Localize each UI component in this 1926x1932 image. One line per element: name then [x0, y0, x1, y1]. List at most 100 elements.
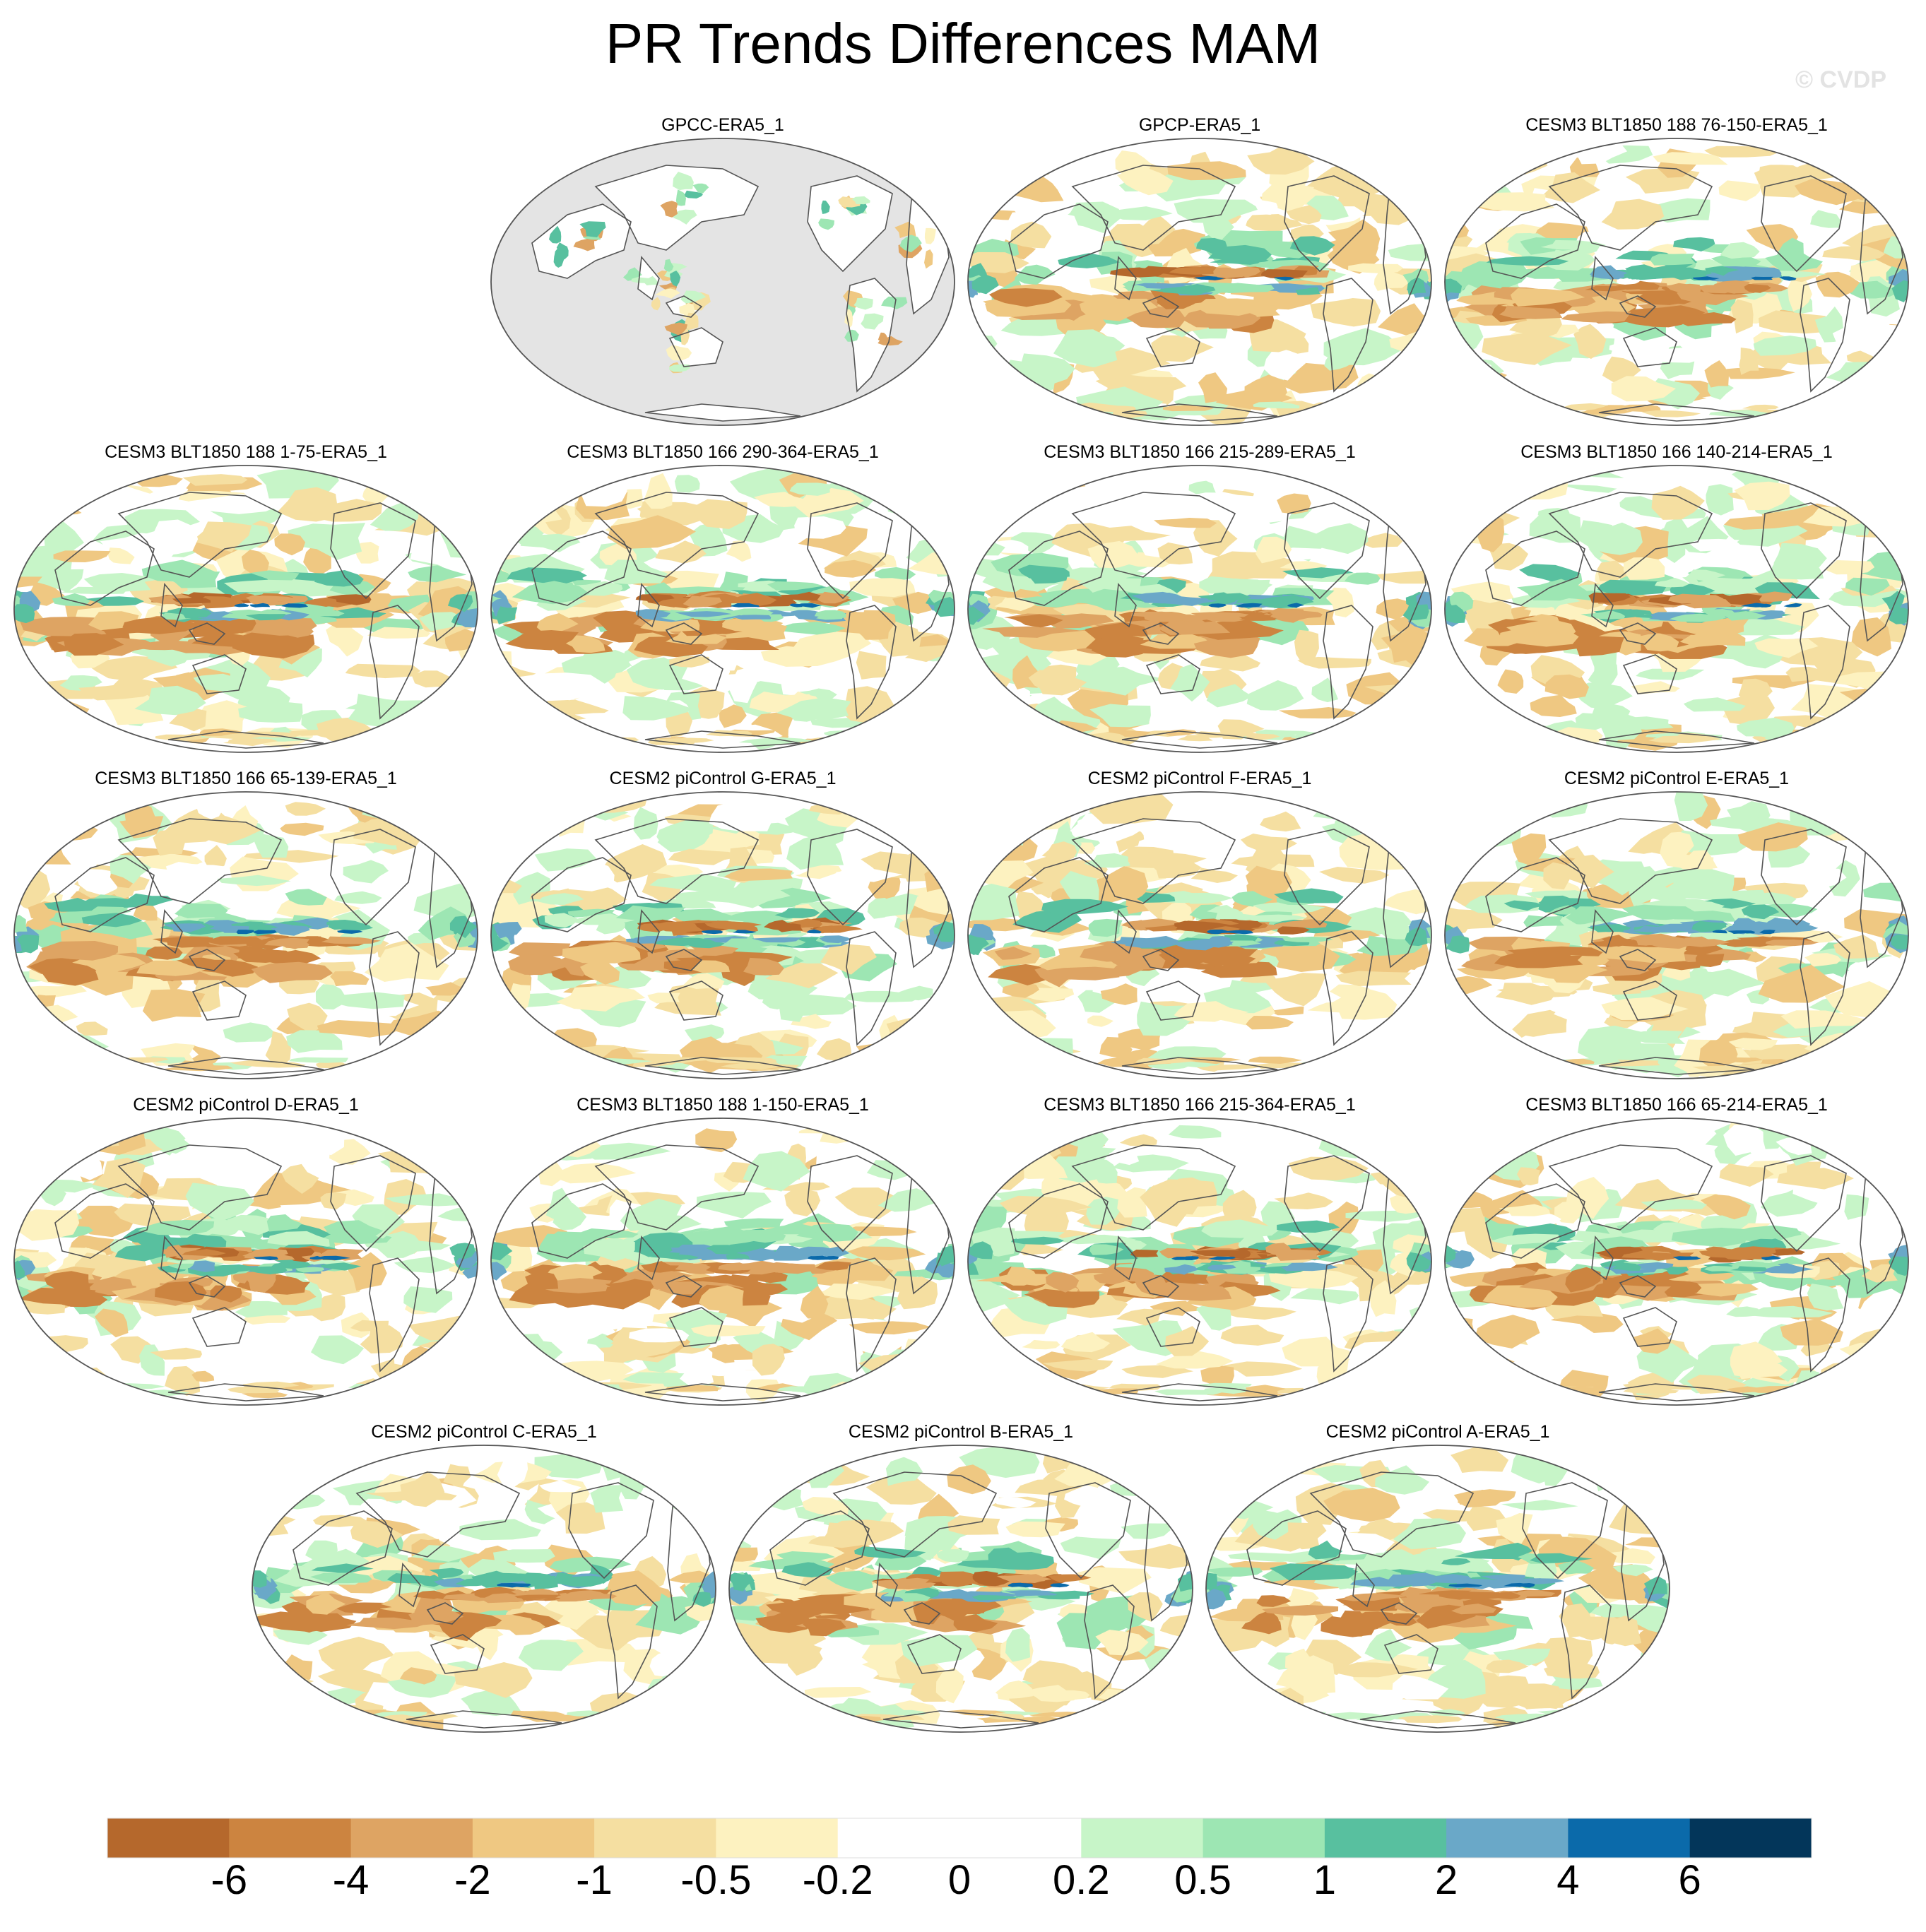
trend-patch — [175, 903, 228, 918]
trend-patch — [1323, 1488, 1400, 1522]
trend-patch — [547, 573, 584, 581]
trend-patch — [834, 1187, 900, 1220]
trend-patch — [1543, 1662, 1600, 1679]
trend-patch — [1737, 718, 1795, 737]
trend-patch — [1714, 367, 1795, 379]
trend-patch — [1294, 629, 1319, 665]
trend-patch — [1332, 722, 1422, 742]
trend-patch — [1540, 239, 1607, 250]
trend-patch — [54, 1046, 88, 1072]
trend-patch — [1287, 603, 1304, 608]
coastlines — [1246, 1471, 1665, 1729]
coastline — [1323, 931, 1373, 1046]
trend-patch — [733, 593, 777, 607]
trend-patch — [569, 913, 638, 925]
coastline — [1284, 502, 1370, 600]
trend-patch — [1491, 1233, 1560, 1245]
trend-patch — [1092, 634, 1144, 658]
map-panel: CESM3 BLT1850 166 290-364-ERA5_1 — [490, 441, 956, 759]
trend-patch — [1477, 709, 1518, 750]
map-panel: CESM2 piControl B-ERA5_1 — [728, 1421, 1194, 1739]
trend-patch — [172, 597, 211, 604]
trend-patch — [449, 915, 478, 939]
trend-patch — [682, 1226, 771, 1248]
trend-patch — [1458, 1120, 1521, 1144]
trend-patch — [189, 494, 282, 514]
trend-patch — [968, 806, 1040, 831]
coastlines — [769, 1471, 1188, 1729]
coastline — [637, 256, 660, 301]
trend-patch — [1732, 938, 1776, 947]
trend-patch — [324, 1220, 384, 1242]
trend-patch — [1168, 1125, 1222, 1139]
trend-patch — [697, 1192, 772, 1219]
trend-patch — [153, 829, 185, 856]
trend-patch — [1588, 661, 1618, 690]
trend-patch — [14, 604, 35, 624]
trend-patch — [971, 1595, 1019, 1601]
trend-patch — [1445, 373, 1501, 395]
trend-patch — [953, 1613, 998, 1632]
trend-patch — [628, 1232, 693, 1250]
trend-patch — [699, 1285, 744, 1312]
trend-patch — [360, 1324, 403, 1353]
trend-patch — [1206, 1588, 1227, 1610]
trend-patch — [1660, 831, 1694, 868]
trend-patch — [1517, 579, 1587, 601]
trend-patch — [1203, 1386, 1247, 1394]
coastline — [846, 1257, 897, 1373]
trend-patch — [242, 1004, 280, 1019]
trend-patch — [1348, 263, 1404, 273]
trend-patch — [1222, 1190, 1257, 1222]
trend-patch — [403, 1286, 453, 1313]
trend-patch — [1089, 1158, 1118, 1184]
trend-patch — [825, 1570, 874, 1592]
trend-patch — [1541, 249, 1595, 271]
trend-patch — [1008, 614, 1063, 628]
coastline — [903, 1602, 941, 1625]
trend-patch — [1109, 206, 1173, 220]
coastlines — [531, 165, 950, 422]
colorbar-tick-label: 2 — [1434, 1857, 1458, 1903]
coastline — [846, 278, 897, 393]
trend-patch — [1002, 982, 1040, 998]
trend-patch — [683, 1690, 716, 1719]
trend-patch — [729, 1455, 787, 1479]
trend-patch — [658, 1281, 745, 1295]
trend-patch — [1420, 1548, 1468, 1560]
trend-patch — [811, 1257, 894, 1283]
trend-patch — [849, 578, 916, 598]
trend-patch — [1128, 1592, 1163, 1622]
trend-patch — [584, 1142, 671, 1160]
trend-patch — [738, 737, 815, 745]
coastline — [1008, 857, 1109, 932]
map-border — [967, 791, 1432, 1079]
trend-patch — [437, 476, 478, 506]
coastline — [1619, 622, 1657, 645]
trend-patch — [1575, 713, 1608, 730]
trend-patch — [1154, 518, 1217, 528]
trend-patch — [1263, 973, 1327, 1007]
panel-title: CESM2 piControl A-ERA5_1 — [1325, 1422, 1550, 1442]
trend-patch — [1206, 684, 1253, 708]
coastline — [1619, 1275, 1657, 1298]
trend-patch — [1845, 577, 1890, 596]
trend-patch — [429, 1567, 464, 1579]
trend-patch — [968, 934, 989, 956]
trend-patch — [366, 1711, 427, 1718]
trend-patch — [189, 1260, 215, 1272]
coastline — [426, 1602, 464, 1625]
trend-patch — [1765, 251, 1823, 271]
trend-patch — [60, 468, 91, 495]
trend-patch — [851, 196, 870, 205]
trend-patch — [1028, 670, 1087, 691]
panel-title: CESM2 piControl G-ERA5_1 — [609, 769, 837, 788]
trend-patch — [590, 1485, 624, 1513]
colorbar-swatch — [1689, 1818, 1812, 1858]
coastline — [188, 949, 226, 971]
trend-patch — [508, 954, 569, 976]
coastline — [1246, 1510, 1347, 1586]
trend-patch — [1167, 161, 1246, 181]
trend-patch — [1231, 891, 1273, 907]
trend-patch — [743, 1151, 810, 1192]
